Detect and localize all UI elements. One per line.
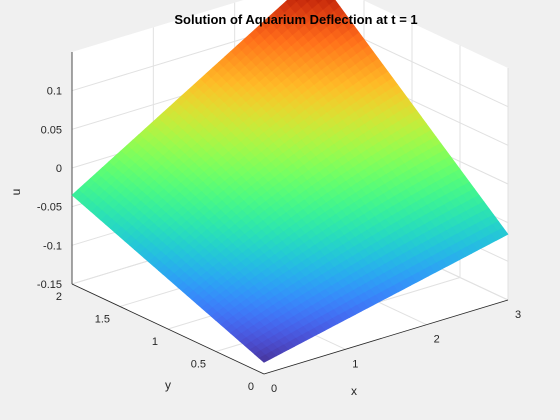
x-axis-label: x bbox=[351, 384, 357, 398]
x-tick-label: 1 bbox=[352, 358, 358, 370]
surface-cell bbox=[258, 354, 271, 363]
y-tick-label: 2 bbox=[56, 291, 62, 303]
surface-cell bbox=[304, 0, 312, 4]
y-tick-label: 1 bbox=[152, 336, 158, 348]
y-axis-label: y bbox=[165, 378, 171, 392]
z-axis-label: u bbox=[9, 189, 23, 196]
z-tick-label: -0.05 bbox=[37, 202, 62, 214]
z-tick-label: 0 bbox=[56, 163, 62, 175]
x-tick-label: 2 bbox=[434, 334, 440, 346]
y-axis-line bbox=[71, 283, 265, 375]
y-tick-label: 0.5 bbox=[191, 359, 206, 371]
surface-mesh bbox=[71, 0, 509, 363]
chart-title: Solution of Aquarium Deflection at t = 1 bbox=[174, 12, 417, 27]
z-tick-label: 0.05 bbox=[41, 124, 62, 136]
y-tick-label: 1.5 bbox=[95, 314, 110, 326]
z-tick-label: -0.1 bbox=[43, 240, 62, 252]
y-tick-label: 0 bbox=[248, 381, 254, 393]
z-tick-label: 0.1 bbox=[47, 86, 62, 98]
z-tick-label: -0.15 bbox=[37, 279, 62, 291]
x-axis-line bbox=[263, 299, 509, 375]
x-tick-label: 0 bbox=[271, 383, 277, 395]
x-tick-label: 3 bbox=[515, 309, 521, 321]
